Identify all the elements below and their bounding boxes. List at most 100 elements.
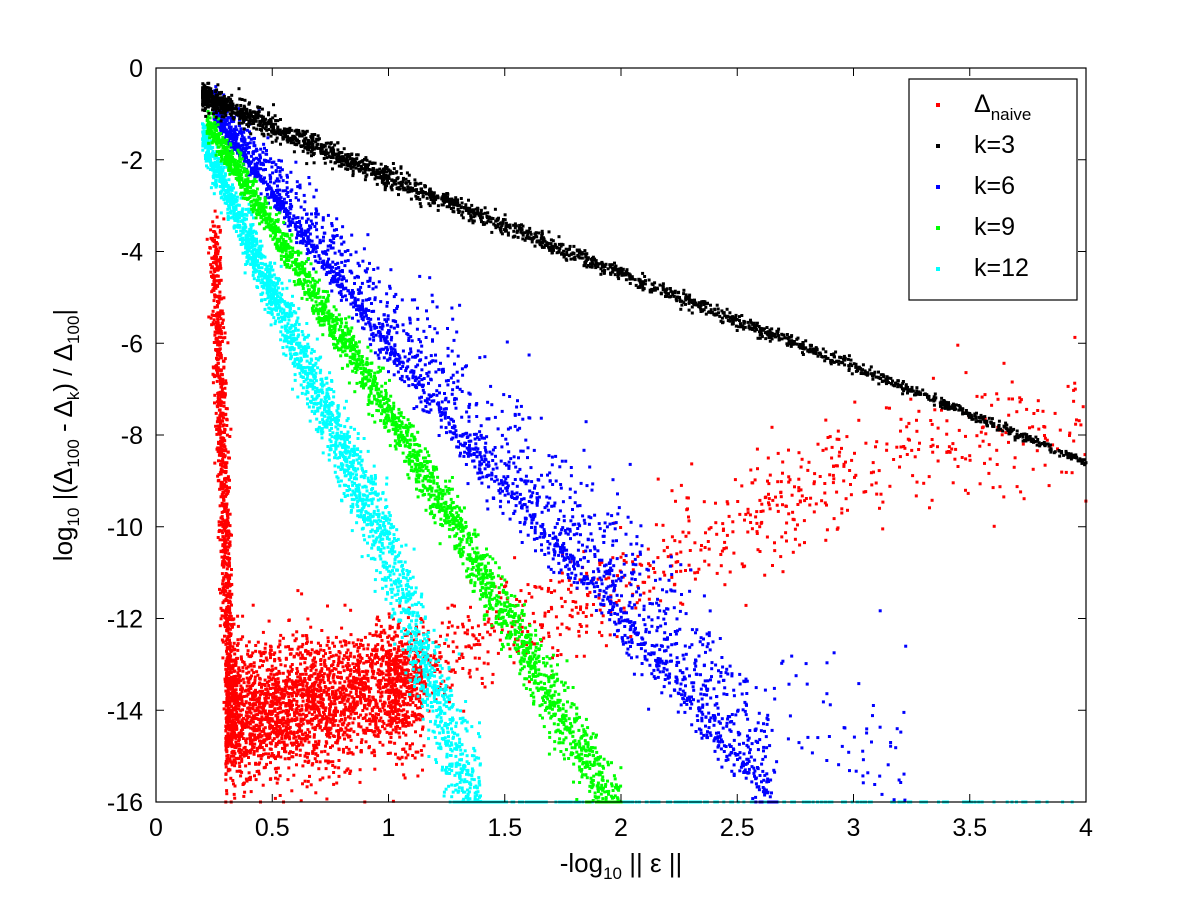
data-point [280,307,284,311]
data-point [228,543,232,547]
data-point [419,670,423,674]
data-point [225,595,229,599]
data-point [457,786,461,790]
data-point [394,654,398,658]
data-point [406,753,410,757]
data-point [678,540,682,544]
data-point [490,681,494,685]
data-point [223,461,227,465]
data-point [419,749,423,752]
data-point [647,562,651,566]
data-point [269,653,272,656]
data-point [248,777,252,781]
data-point [327,673,331,677]
data-point [252,671,256,675]
data-point [392,647,396,651]
data-point [462,709,466,713]
data-point [450,683,454,687]
data-point [218,416,222,420]
data-point [308,735,312,739]
data-point [220,510,224,514]
data-point [287,757,291,761]
data-point [218,354,222,358]
data-point [216,249,220,253]
data-point [720,549,724,553]
data-point [416,696,420,700]
data-point [220,385,223,389]
data-point [249,790,253,794]
data-point [232,675,236,679]
data-point [235,711,239,714]
data-point [434,698,438,702]
data-point [466,770,470,774]
data-point [551,646,555,650]
data-point [300,717,304,721]
data-point [1043,436,1047,440]
data-point [295,711,299,715]
data-point [326,759,330,763]
data-point [430,674,434,677]
data-point [275,734,279,738]
data-point [217,357,221,361]
data-point [461,625,465,629]
data-point [328,702,332,706]
data-point [345,463,349,467]
data-point [355,700,359,704]
data-point [526,630,530,633]
data-point [312,735,316,739]
data-point [349,690,353,694]
data-point [779,480,783,484]
data-point [232,782,235,786]
data-point [272,673,276,677]
data-point [226,732,230,736]
data-point [212,314,216,317]
data-point [216,405,220,409]
data-point [226,700,230,704]
data-point [238,747,241,751]
data-point [383,727,387,731]
data-point [1018,400,1022,404]
data-point [372,750,376,754]
data-point [324,652,327,656]
data-point [250,716,254,720]
data-point [312,748,316,752]
data-point [951,442,955,446]
data-point [326,761,330,765]
data-point [240,759,244,763]
data-point [486,650,490,654]
data-point [462,767,466,771]
data-point [622,559,626,562]
data-point [315,716,319,720]
data-point [212,281,216,284]
data-point [212,244,216,248]
data-point [439,634,442,638]
data-point [421,725,425,729]
data-point [709,526,713,530]
data-point [597,596,601,600]
data-point [387,719,391,723]
data-point [547,635,551,638]
data-point [244,739,248,743]
data-point [346,708,350,712]
data-point [840,511,844,515]
data-point [455,771,459,775]
data-point [387,701,391,705]
data-point [389,587,393,591]
data-point [1031,467,1035,471]
data-point [234,704,238,708]
data-point [322,660,326,664]
data-point [305,785,309,789]
data-point [862,490,866,494]
data-point [878,506,881,510]
data-point [291,751,295,754]
data-point [663,573,667,577]
data-point [252,702,256,706]
data-point [228,627,232,631]
data-point [776,480,780,484]
data-point [284,719,288,723]
data-point [361,728,365,732]
data-point [231,728,235,732]
data-point [406,599,410,603]
data-point [260,746,264,749]
data-point [245,694,249,698]
